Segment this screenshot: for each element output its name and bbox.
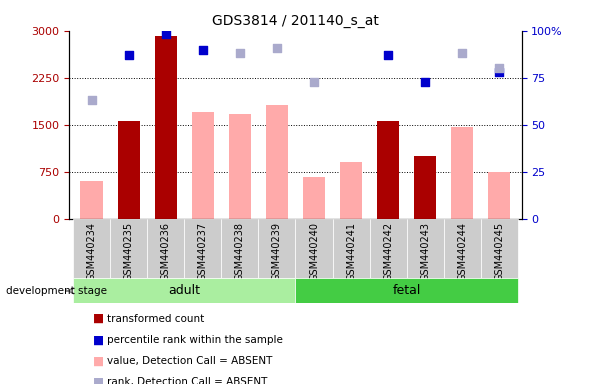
Text: ■: ■ bbox=[93, 354, 104, 367]
Bar bbox=[377, 121, 399, 219]
Bar bbox=[481, 219, 518, 278]
Bar bbox=[295, 278, 518, 303]
Text: transformed count: transformed count bbox=[107, 314, 204, 324]
Text: ■: ■ bbox=[93, 333, 104, 346]
Point bbox=[494, 65, 504, 71]
Bar bbox=[295, 219, 332, 278]
Bar bbox=[451, 127, 473, 219]
Bar bbox=[73, 278, 295, 303]
Bar bbox=[118, 121, 140, 219]
Bar bbox=[110, 219, 147, 278]
Text: GSM440235: GSM440235 bbox=[124, 222, 134, 281]
Point bbox=[235, 50, 245, 56]
Text: value, Detection Call = ABSENT: value, Detection Call = ABSENT bbox=[107, 356, 273, 366]
Point bbox=[87, 97, 96, 103]
Point bbox=[124, 52, 133, 58]
Bar bbox=[303, 177, 325, 219]
Text: GSM440244: GSM440244 bbox=[457, 222, 467, 281]
Bar bbox=[406, 219, 444, 278]
Bar bbox=[370, 219, 406, 278]
Point bbox=[384, 52, 393, 58]
Text: GSM440241: GSM440241 bbox=[346, 222, 356, 281]
Text: GSM440240: GSM440240 bbox=[309, 222, 319, 281]
Bar bbox=[154, 36, 177, 219]
Text: percentile rank within the sample: percentile rank within the sample bbox=[107, 335, 283, 345]
Bar bbox=[80, 181, 103, 219]
Text: adult: adult bbox=[168, 285, 200, 297]
Text: GSM440234: GSM440234 bbox=[87, 222, 96, 281]
Bar bbox=[229, 114, 251, 219]
Text: GSM440243: GSM440243 bbox=[420, 222, 430, 281]
Point bbox=[161, 31, 171, 38]
Bar bbox=[185, 219, 221, 278]
Point bbox=[272, 45, 282, 51]
Bar bbox=[73, 219, 110, 278]
Bar bbox=[414, 156, 437, 219]
Point bbox=[420, 78, 430, 84]
Text: ■: ■ bbox=[93, 312, 104, 325]
Bar bbox=[488, 172, 511, 219]
Bar bbox=[266, 105, 288, 219]
Point bbox=[198, 46, 207, 53]
Bar bbox=[332, 219, 370, 278]
Bar bbox=[221, 219, 259, 278]
Bar bbox=[444, 219, 481, 278]
Text: rank, Detection Call = ABSENT: rank, Detection Call = ABSENT bbox=[107, 377, 268, 384]
Text: GSM440245: GSM440245 bbox=[494, 222, 504, 281]
Bar bbox=[259, 219, 295, 278]
Text: GSM440238: GSM440238 bbox=[235, 222, 245, 281]
Text: GSM440236: GSM440236 bbox=[161, 222, 171, 281]
Point bbox=[309, 78, 319, 84]
Title: GDS3814 / 201140_s_at: GDS3814 / 201140_s_at bbox=[212, 14, 379, 28]
Bar bbox=[192, 112, 214, 219]
Bar bbox=[340, 162, 362, 219]
Text: GSM440237: GSM440237 bbox=[198, 222, 208, 281]
Text: GSM440242: GSM440242 bbox=[383, 222, 393, 281]
Text: development stage: development stage bbox=[6, 286, 107, 296]
Point bbox=[494, 69, 504, 75]
Text: GSM440239: GSM440239 bbox=[272, 222, 282, 281]
Text: ■: ■ bbox=[93, 376, 104, 384]
Text: fetal: fetal bbox=[393, 285, 421, 297]
Point bbox=[458, 50, 467, 56]
Bar bbox=[147, 219, 185, 278]
